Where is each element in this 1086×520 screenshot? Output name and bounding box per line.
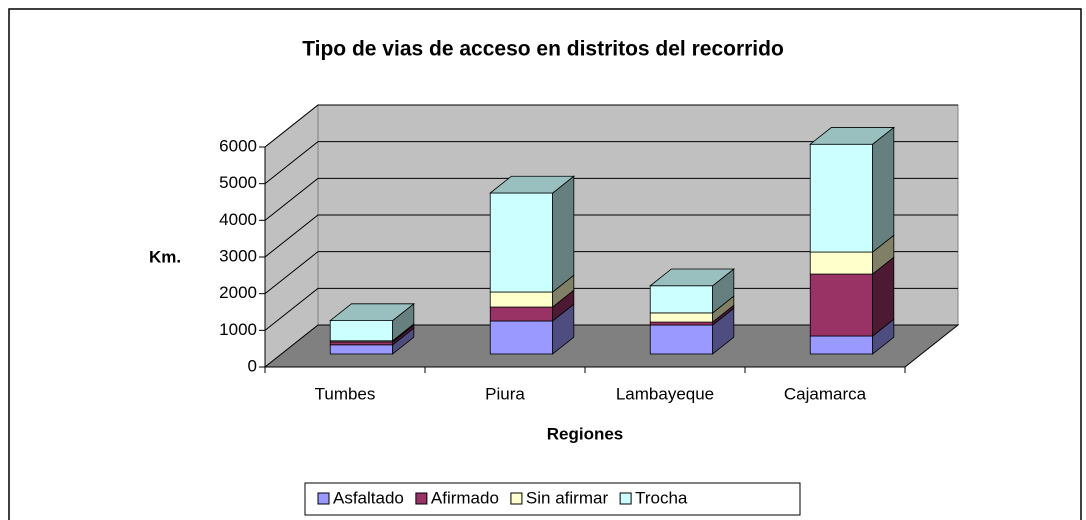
legend-box: [304, 482, 801, 516]
legend-label: Trocha: [635, 488, 688, 507]
legend-swatch: [510, 492, 523, 505]
bar-top: [649, 268, 735, 287]
x-tick-label: Tumbes: [315, 384, 376, 403]
legend-label: Asfaltado: [333, 488, 404, 507]
y-tick-label: 2000: [219, 283, 257, 302]
x-tick-label: Lambayeque: [616, 384, 714, 403]
bar-front: [649, 321, 714, 326]
grid-line: [264, 177, 958, 221]
bar-side: [552, 175, 575, 293]
chart-title: Tipo de vias de acceso en distritos del …: [302, 38, 784, 61]
bar-front: [329, 344, 394, 355]
legend-swatch: [619, 492, 632, 505]
bar-front: [489, 306, 554, 322]
y-tick-label: 3000: [219, 246, 257, 265]
bar-front: [649, 285, 714, 314]
bar-front: [329, 320, 394, 342]
bar-front: [809, 335, 874, 355]
x-axis-label: Regiones: [547, 424, 624, 443]
legend-label: Sin afirmar: [526, 488, 609, 507]
grid-line: [264, 214, 958, 258]
bar-top: [489, 175, 575, 194]
bar-front: [489, 291, 554, 308]
grid-line: [264, 141, 958, 185]
y-tick-label: 4000: [219, 210, 257, 229]
y-tick-label: 5000: [219, 173, 257, 192]
y-tick-label: 0: [248, 356, 257, 375]
grid-line: [264, 287, 958, 331]
bar-front: [489, 320, 554, 355]
bar-front: [649, 312, 714, 323]
legend-label: Afirmado: [431, 488, 499, 507]
grid-line: [264, 251, 958, 295]
bar-front: [809, 143, 874, 253]
bar-front: [489, 192, 554, 293]
bar-front: [809, 251, 874, 275]
bar-front: [329, 341, 394, 346]
legend-swatch: [317, 492, 330, 505]
legend-swatch: [415, 492, 428, 505]
y-axis-label: Km.: [149, 247, 181, 266]
x-tick-label: Cajamarca: [784, 384, 867, 403]
bar-side: [872, 126, 895, 253]
grid-line: [264, 104, 958, 148]
bar-front: [809, 273, 874, 337]
bar-top: [809, 127, 895, 145]
y-tick-label: 1000: [219, 320, 257, 339]
bar-top: [329, 303, 415, 322]
y-tick-label: 6000: [219, 136, 257, 155]
x-tick-label: Piura: [485, 384, 525, 403]
bar-front: [649, 324, 714, 355]
